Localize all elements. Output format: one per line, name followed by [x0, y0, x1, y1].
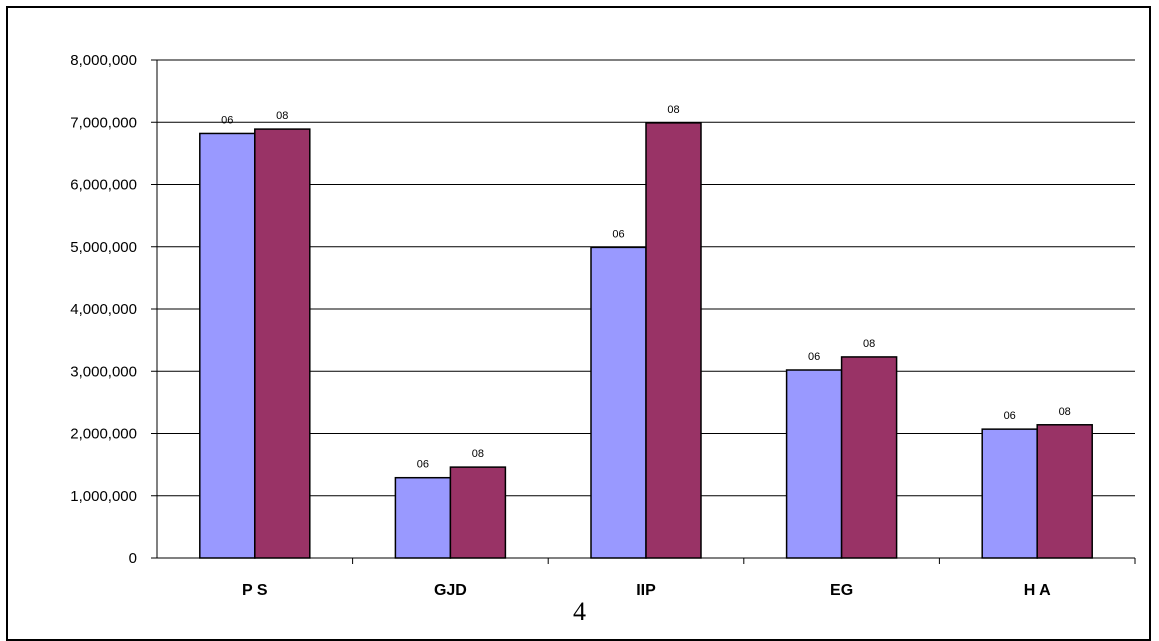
x-tick-label: H A [1024, 582, 1051, 599]
bar-06 [590, 246, 647, 559]
y-tick-label: 8,000,000 [70, 52, 137, 69]
y-tick-label: 6,000,000 [70, 177, 137, 194]
data-label: 08 [863, 338, 875, 350]
y-tick-label: 7,000,000 [70, 114, 137, 131]
bar-06 [785, 369, 843, 559]
x-tick-label: IIP [636, 582, 656, 599]
x-tick-label: EG [830, 582, 853, 599]
bar-06 [981, 428, 1038, 559]
y-tick-label: 2,000,000 [70, 426, 137, 443]
data-label: 08 [276, 110, 288, 122]
data-label: 06 [221, 114, 233, 126]
bar-08 [449, 466, 507, 559]
bar-06 [199, 132, 256, 559]
bar-08 [840, 356, 898, 559]
x-tick-label: P S [242, 582, 268, 599]
y-tick-label: 5,000,000 [70, 239, 137, 256]
bar-08 [254, 128, 311, 559]
data-label: 08 [1059, 406, 1071, 418]
x-tick-label: GJD [434, 582, 467, 599]
data-label: 06 [1004, 410, 1016, 422]
data-label: 08 [667, 104, 679, 116]
bar-06 [394, 476, 452, 559]
data-label: 06 [417, 459, 429, 471]
y-tick-label: 3,000,000 [70, 363, 137, 380]
chart-frame [6, 6, 1151, 641]
page-number: 4 [573, 597, 586, 626]
data-label: 06 [612, 228, 624, 240]
data-label: 06 [808, 351, 820, 363]
bar-08 [1036, 424, 1093, 559]
y-tick-label: 1,000,000 [70, 488, 137, 505]
y-tick-label: 4,000,000 [70, 301, 137, 318]
data-label: 08 [472, 448, 484, 460]
bar-08 [645, 122, 702, 559]
y-tick-label: 0 [129, 550, 137, 567]
